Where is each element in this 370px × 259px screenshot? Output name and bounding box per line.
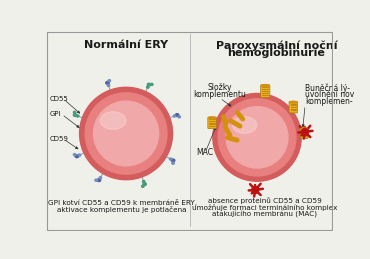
- Text: umožňuje formaci terminálního komplex: umožňuje formaci terminálního komplex: [192, 204, 337, 211]
- Ellipse shape: [73, 114, 77, 117]
- Ellipse shape: [107, 84, 110, 87]
- Ellipse shape: [106, 81, 109, 84]
- Text: komplemen-: komplemen-: [305, 97, 353, 106]
- Ellipse shape: [173, 115, 176, 117]
- Ellipse shape: [169, 158, 172, 160]
- FancyBboxPatch shape: [289, 101, 297, 113]
- Text: Paroxysmální noční: Paroxysmální noční: [216, 40, 337, 51]
- Circle shape: [226, 107, 288, 168]
- Text: GPI kotví CD55 a CD59 k membráně ERY,: GPI kotví CD55 a CD59 k membráně ERY,: [48, 199, 197, 206]
- FancyBboxPatch shape: [260, 85, 270, 97]
- Text: absence proteinů CD55 a CD59: absence proteinů CD55 a CD59: [208, 197, 322, 204]
- Text: MAC: MAC: [196, 148, 213, 157]
- Text: atakujícího membránu (MAC): atakujícího membránu (MAC): [212, 211, 317, 218]
- Ellipse shape: [175, 114, 179, 117]
- Ellipse shape: [232, 117, 257, 133]
- Text: CD59: CD59: [50, 136, 69, 142]
- Text: komplementu: komplementu: [194, 90, 246, 99]
- Circle shape: [94, 101, 159, 166]
- Ellipse shape: [73, 154, 76, 156]
- Circle shape: [80, 87, 172, 180]
- Circle shape: [85, 93, 167, 174]
- Circle shape: [213, 93, 301, 181]
- Ellipse shape: [108, 80, 111, 82]
- Ellipse shape: [142, 185, 144, 187]
- Ellipse shape: [77, 115, 79, 117]
- FancyBboxPatch shape: [208, 117, 216, 129]
- Ellipse shape: [262, 85, 269, 87]
- Text: Normální ERY: Normální ERY: [84, 40, 168, 50]
- Ellipse shape: [99, 177, 102, 179]
- Ellipse shape: [143, 183, 147, 185]
- Ellipse shape: [75, 155, 79, 158]
- Ellipse shape: [142, 181, 145, 183]
- Ellipse shape: [178, 116, 181, 118]
- Ellipse shape: [147, 83, 151, 86]
- Ellipse shape: [78, 154, 81, 156]
- Ellipse shape: [290, 101, 297, 103]
- Ellipse shape: [73, 111, 76, 113]
- Ellipse shape: [100, 112, 126, 129]
- Ellipse shape: [301, 128, 307, 130]
- FancyBboxPatch shape: [300, 128, 308, 139]
- Circle shape: [252, 186, 259, 193]
- Ellipse shape: [97, 179, 101, 182]
- Text: Buněčná lý-: Buněčná lý-: [305, 83, 350, 93]
- Circle shape: [302, 128, 309, 135]
- Text: uvolnění nov: uvolnění nov: [305, 90, 354, 99]
- Text: GPI: GPI: [50, 111, 62, 117]
- Text: hemoglobinurie: hemoglobinurie: [228, 48, 325, 58]
- Text: CD55: CD55: [50, 96, 69, 102]
- Ellipse shape: [151, 83, 153, 85]
- Text: Složky: Složky: [208, 83, 232, 92]
- Ellipse shape: [171, 159, 175, 162]
- Circle shape: [218, 99, 296, 176]
- Ellipse shape: [95, 179, 97, 181]
- Ellipse shape: [147, 86, 149, 88]
- Text: aktivace komplementu je potlačena: aktivace komplementu je potlačena: [57, 206, 187, 213]
- Ellipse shape: [209, 117, 216, 119]
- Ellipse shape: [172, 162, 174, 164]
